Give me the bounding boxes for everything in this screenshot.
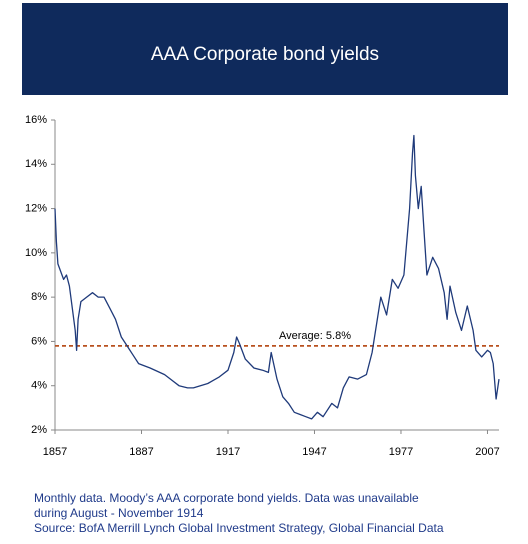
x-tick-label: 1947	[302, 446, 326, 458]
x-tick-label: 1857	[43, 446, 67, 458]
y-tick-label: 12%	[25, 202, 47, 214]
chart-title: AAA Corporate bond yields	[151, 44, 379, 65]
x-tick-label: 2007	[475, 446, 499, 458]
y-tick-label: 10%	[25, 247, 47, 259]
title-banner	[22, 3, 508, 95]
y-tick-label: 6%	[31, 335, 47, 347]
y-tick-label: 2%	[31, 424, 47, 436]
y-tick-label: 14%	[25, 158, 47, 170]
x-tick-label: 1887	[129, 446, 153, 458]
y-tick-label: 8%	[31, 291, 47, 303]
footnote: Source: BofA Merrill Lynch Global Invest…	[34, 521, 444, 535]
line-series	[54, 134, 500, 420]
average-label: Average: 5.8%	[279, 330, 351, 342]
x-tick-label: 1977	[389, 446, 413, 458]
y-tick-label: 16%	[25, 114, 47, 126]
footnote: Monthly data. Moody’s AAA corporate bond…	[34, 491, 419, 505]
y-tick-label: 4%	[31, 380, 47, 392]
x-tick-label: 1917	[216, 446, 240, 458]
footnote: during August - November 1914	[34, 506, 204, 520]
